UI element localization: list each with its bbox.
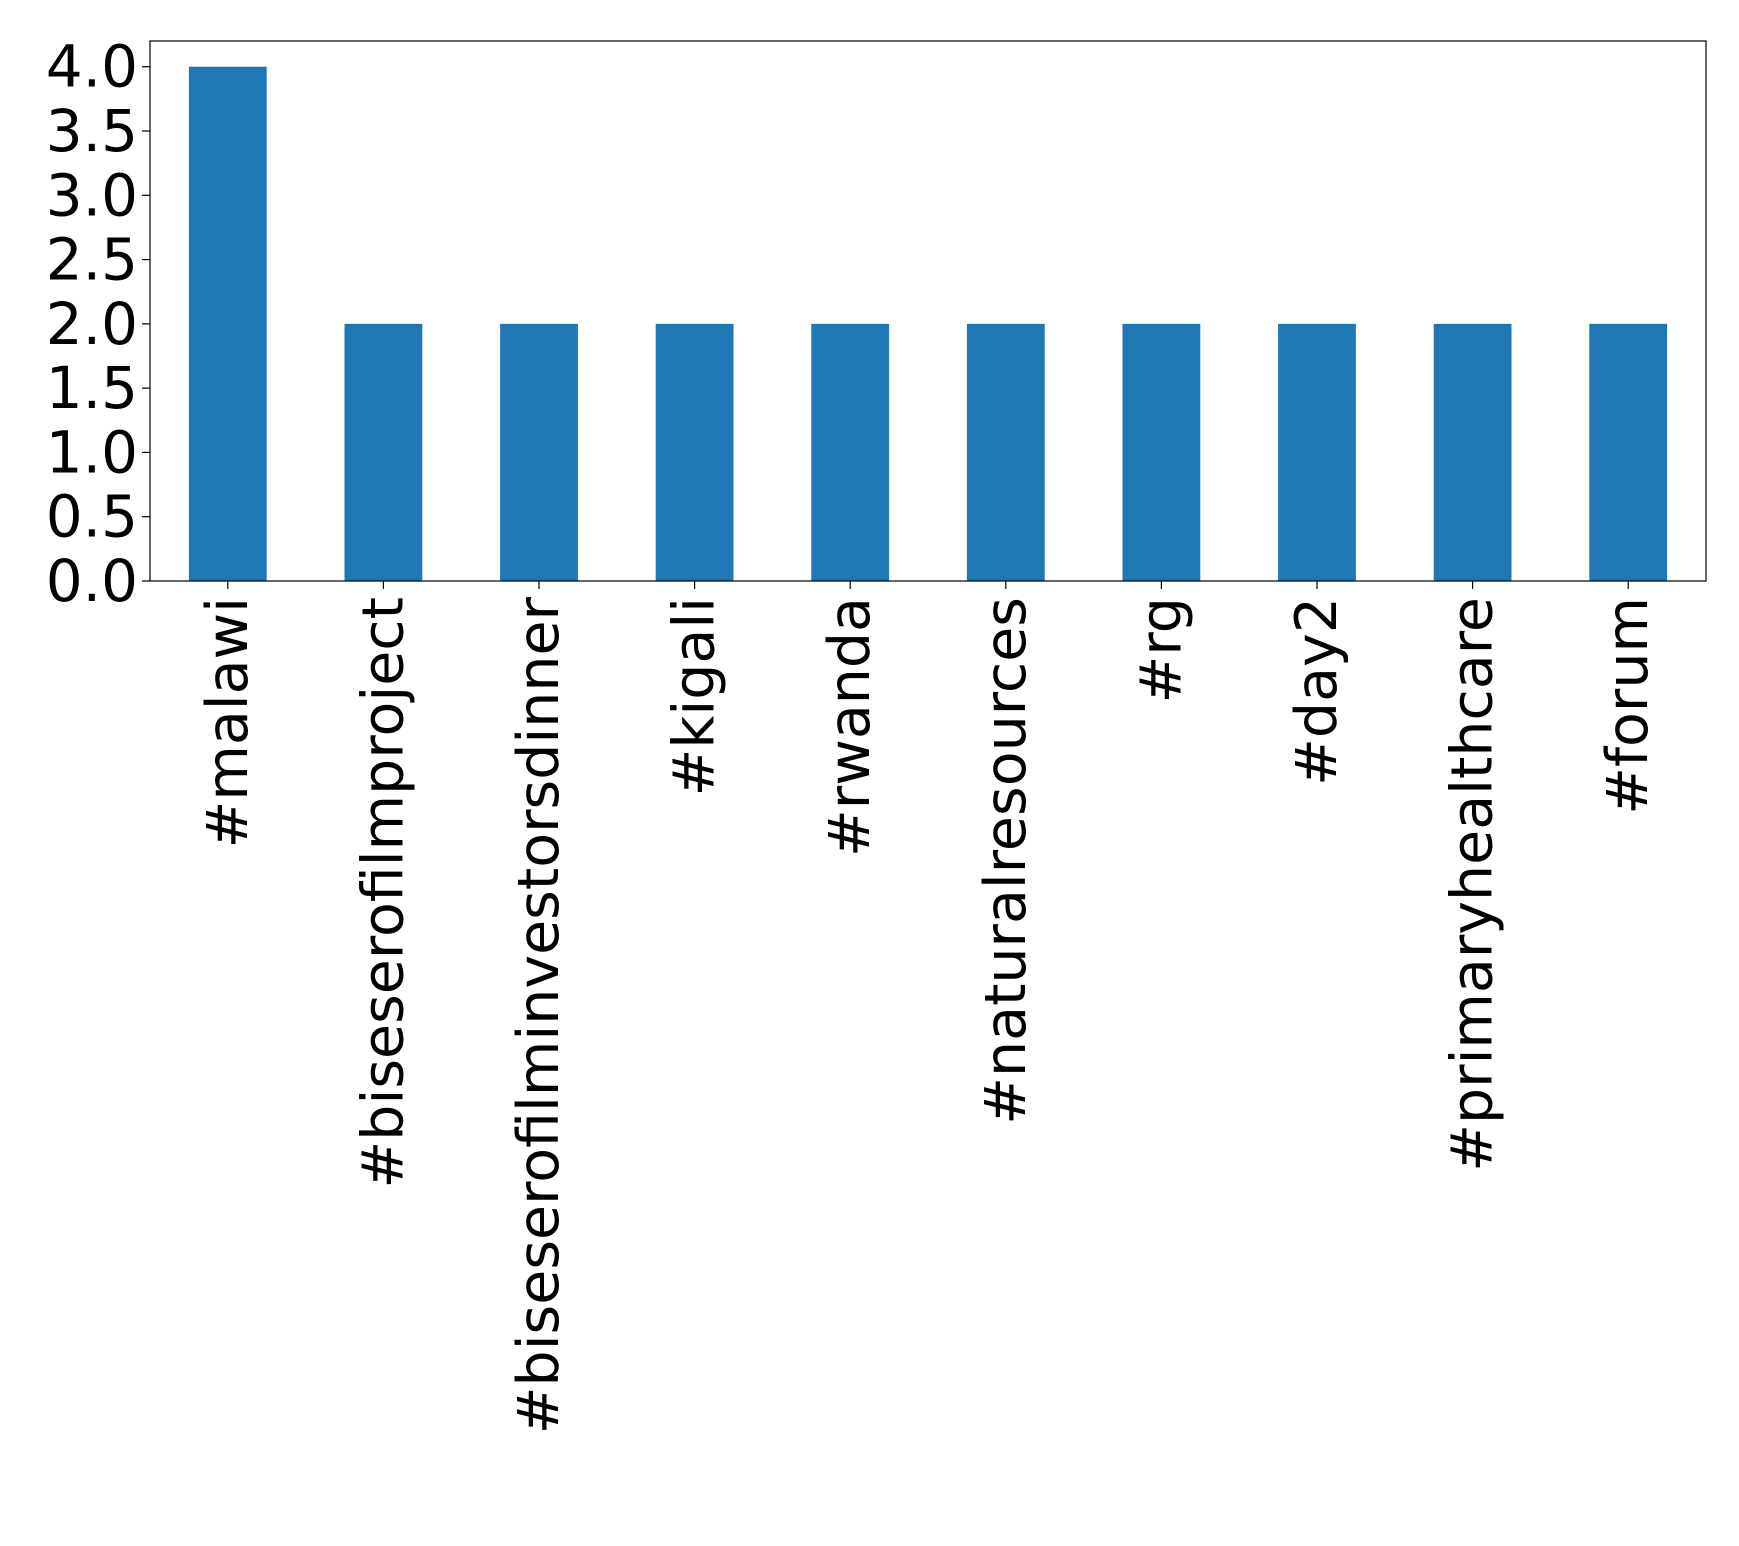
bar [1278, 323, 1356, 581]
bar [188, 66, 267, 581]
x-tick-label: #forum [1595, 597, 1661, 815]
x-tick-label: #biseserofilmproject [350, 597, 416, 1188]
y-tick-label: 4.0 [46, 33, 138, 101]
x-tick-label: #rwanda [817, 597, 883, 857]
y-tick-label: 1.0 [46, 418, 138, 486]
y-tick-label: 3.0 [46, 161, 138, 229]
x-tick-label: #primaryhealthcare [1440, 597, 1506, 1172]
x-tick-label: #rg [1128, 597, 1194, 703]
bar [655, 323, 734, 581]
plot-frame [149, 40, 1707, 582]
x-tick-label: #biseserofilminvestorsdinner [506, 596, 572, 1434]
x-tick-label: #naturalresources [973, 597, 1039, 1125]
bar [811, 323, 890, 581]
y-tick-label: 0.0 [46, 547, 138, 615]
x-axis: #malawi #biseserofilmproject #biseserofilm… [195, 581, 1661, 1434]
y-tick-label: 1.5 [46, 354, 138, 422]
y-axis: 0.00.51.01.52.02.53.03.54.0 [46, 33, 150, 615]
bar [344, 323, 423, 581]
bar [966, 323, 1045, 581]
bar [1589, 323, 1668, 581]
bar [1122, 323, 1201, 581]
y-tick-label: 3.5 [46, 97, 138, 165]
bars-group [188, 66, 1668, 581]
x-tick-label: #kigali [662, 597, 728, 796]
x-tick-label: #day2 [1284, 597, 1350, 786]
y-tick-label: 2.0 [46, 290, 138, 358]
y-tick-label: 0.5 [46, 483, 138, 551]
bar [500, 323, 578, 581]
bar [1433, 323, 1512, 581]
x-tick-label: #malawi [195, 597, 261, 848]
y-tick-label: 2.5 [46, 226, 138, 294]
